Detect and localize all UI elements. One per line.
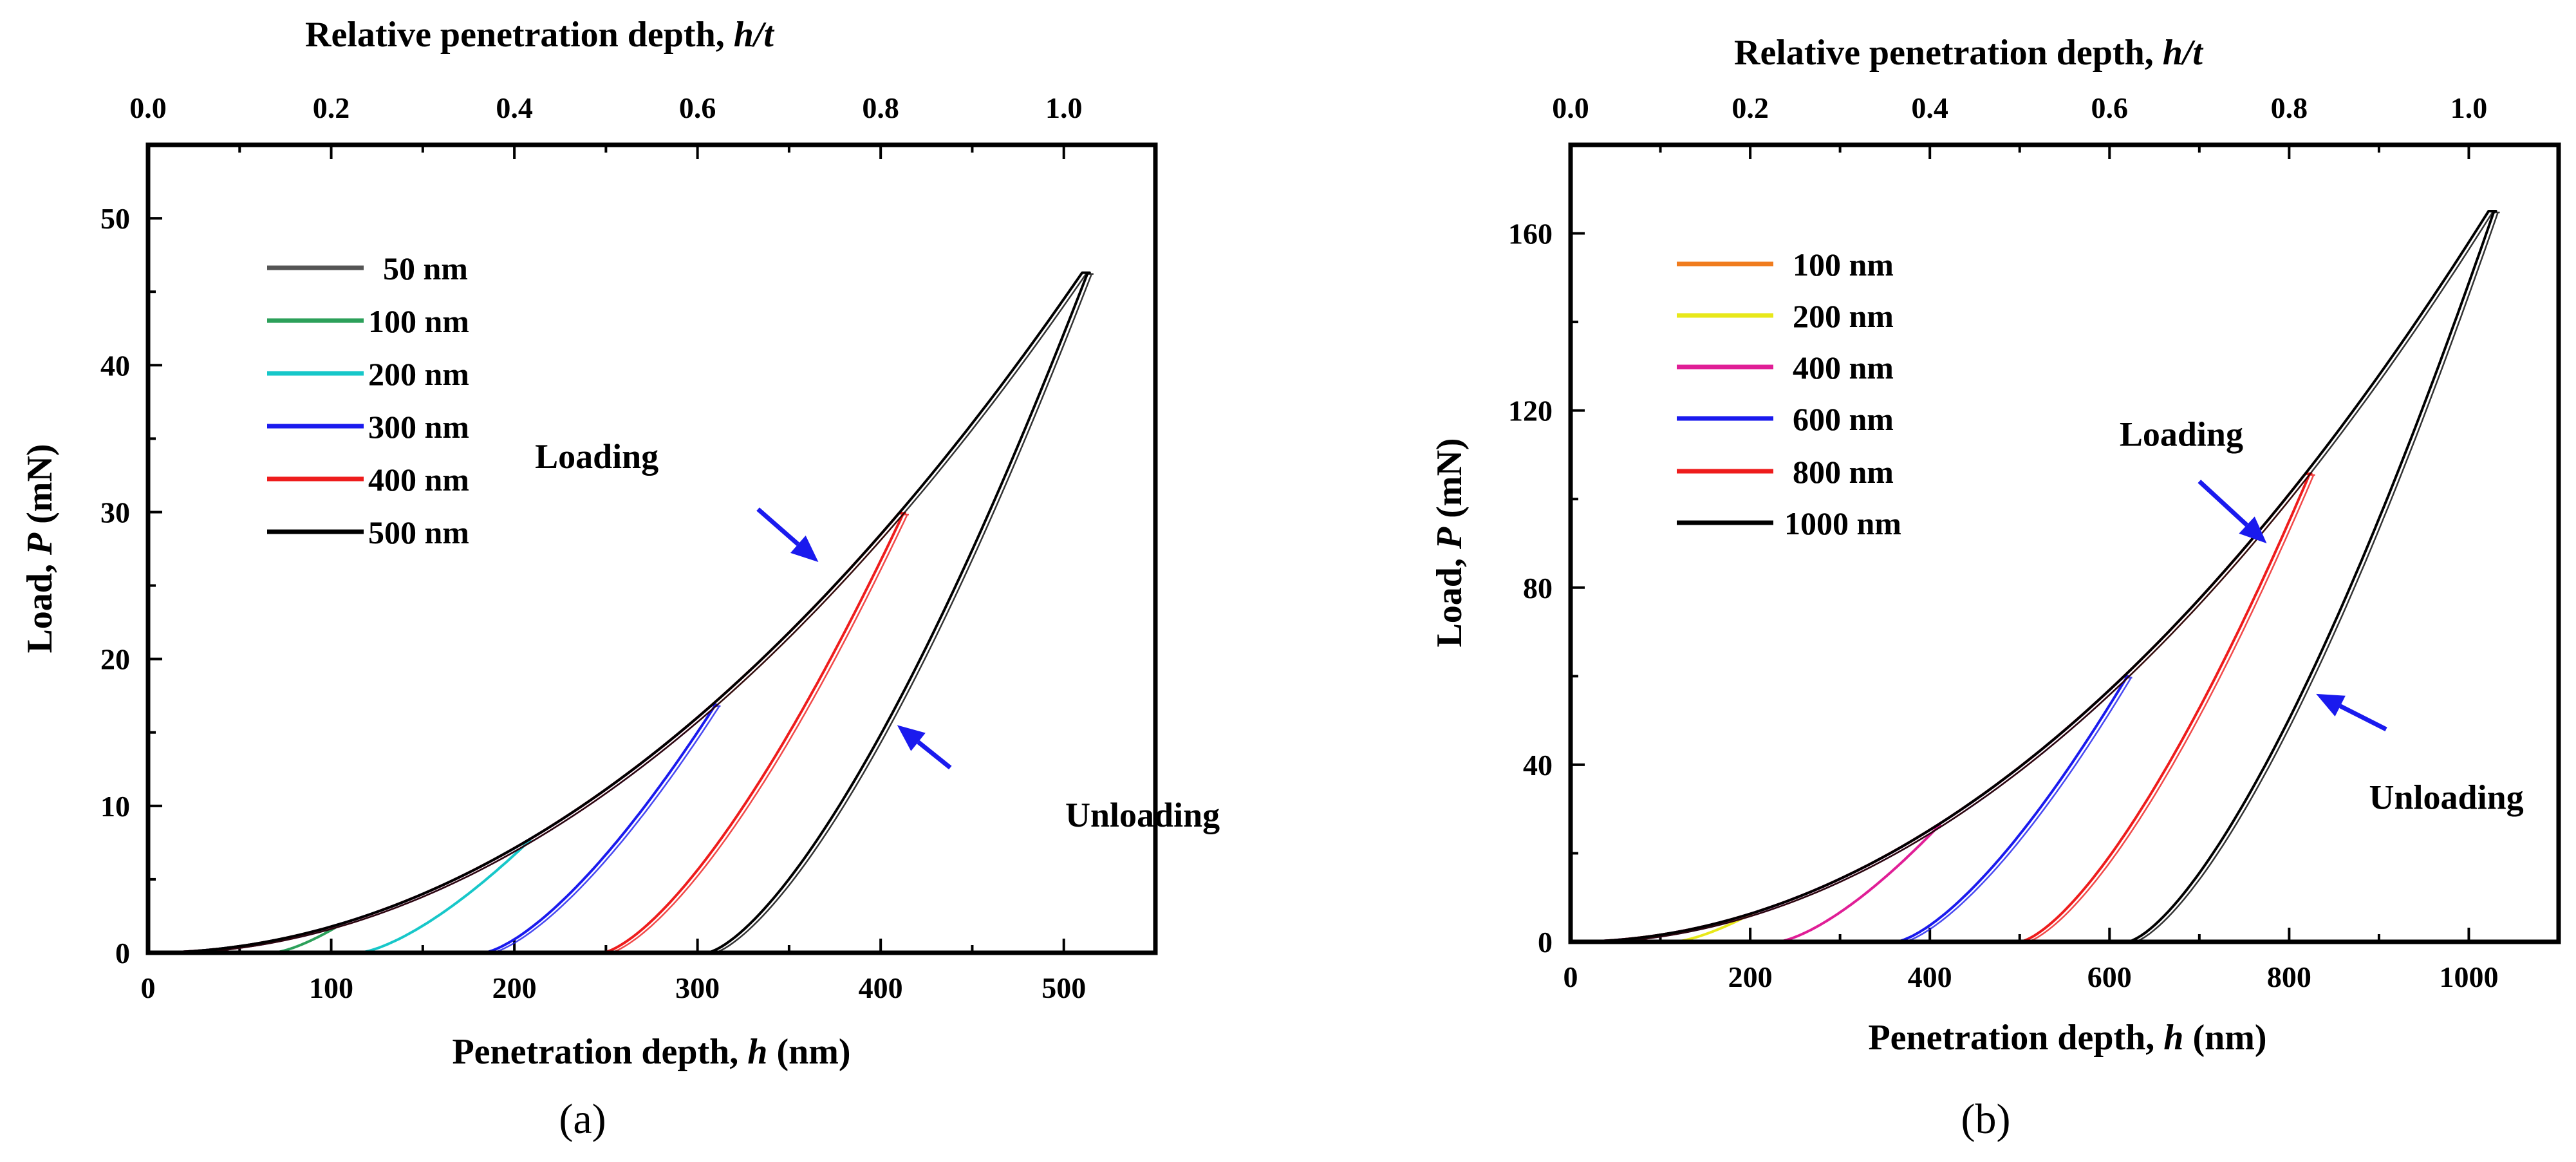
curve-500nm <box>147 271 1091 954</box>
curve-100nm <box>148 923 344 954</box>
legend-b-label-100nm: 100 nm <box>1793 247 1894 283</box>
curve-1000nm <box>1570 210 2497 943</box>
curve-400nm <box>1571 824 1941 943</box>
chart-a-top-axis-title: Relative penetration depth, h/t <box>305 15 774 55</box>
x-tick-label: 200 <box>1728 961 1773 993</box>
top-x-tick-label: 0.0 <box>129 91 167 124</box>
chart-b-x-axis-title: Penetration depth, h (nm) <box>1868 1018 2266 1058</box>
legend-a-label-400nm: 400 nm <box>368 462 469 498</box>
chart-b-top-tick-labels: 0.0 0.2 0.4 0.6 0.8 1.0 <box>1552 91 2487 124</box>
unloading-arrow <box>2316 693 2387 731</box>
x-tick-label: 100 <box>309 971 353 1004</box>
chart-a-tick-labels: 0 100 200 300 400 500 0 10 20 30 40 50 <box>100 202 1086 1004</box>
panel-label-b: (b) <box>1961 1096 2011 1143</box>
chart-b-top-axis-title: Relative penetration depth, h/t <box>1734 33 2203 73</box>
top-x-tick-label: 0.2 <box>313 91 350 124</box>
x-tick-label: 0 <box>1563 961 1578 993</box>
legend-b-label-800nm: 800 nm <box>1793 454 1894 490</box>
loading-arrow <box>2198 480 2267 543</box>
top-x-tick-label: 1.0 <box>2450 91 2488 124</box>
loading-arrow <box>756 507 819 563</box>
y-tick-label: 120 <box>1508 395 1553 427</box>
unloading-arrow <box>897 725 952 770</box>
x-tick-label: 300 <box>675 971 720 1004</box>
legend-b-label-600nm: 600 nm <box>1793 401 1894 437</box>
y-tick-label: 0 <box>1538 926 1553 959</box>
legend-b-label-400nm: 400 nm <box>1793 350 1894 386</box>
x-tick-label: 800 <box>2267 961 2311 993</box>
top-x-tick-label: 0.6 <box>679 91 716 124</box>
curve-400nm-repeat <box>151 513 909 955</box>
y-tick-label: 10 <box>100 790 130 823</box>
panel-label-a: (a) <box>559 1096 606 1143</box>
chart-a-annotation-loading: Loading <box>535 437 658 476</box>
top-x-tick-label: 1.0 <box>1045 91 1083 124</box>
legend-a-label-200nm: 200 nm <box>368 356 469 392</box>
curve-1000nm-repeat <box>1574 211 2500 944</box>
legend-a-label-300nm: 300 nm <box>368 409 469 445</box>
chart-b-y-axis-title: Load, P (mN) <box>1430 438 1470 647</box>
chart-panel-b: Relative penetration depth, h/t 0 200 400 6… <box>1430 33 2561 1143</box>
chart-b-annotation-loading: Loading <box>2120 415 2243 454</box>
y-tick-label: 20 <box>100 643 130 676</box>
chart-a-y-axis-title: Load, P (mN) <box>20 444 60 653</box>
top-x-tick-label: 0.4 <box>496 91 533 124</box>
legend-a-label-500nm: 500 nm <box>368 514 469 550</box>
chart-b-arrows <box>2198 480 2387 731</box>
y-tick-label: 80 <box>1523 572 1553 604</box>
curve-400nm <box>147 512 906 954</box>
x-tick-label: 200 <box>492 971 537 1004</box>
chart-b-legend: 100 nm 200 nm 400 nm 600 nm 800 nm 1000 … <box>1677 247 1901 541</box>
y-tick-label: 40 <box>100 349 130 382</box>
chart-b-tick-labels: 0 200 400 600 800 1000 0 40 80 120 160 <box>1508 218 2498 993</box>
y-tick-label: 50 <box>100 202 130 235</box>
y-tick-label: 40 <box>1523 749 1553 782</box>
chart-a-legend: 50 nm 100 nm 200 nm 300 nm 400 nm 500 nm <box>267 250 469 550</box>
legend-a-label-100nm: 100 nm <box>368 303 469 339</box>
y-tick-label: 30 <box>100 496 130 529</box>
legend-a-label-50nm: 50 nm <box>383 250 468 286</box>
chart-b-plot-area <box>1568 142 2561 944</box>
chart-a-arrows <box>756 507 952 770</box>
y-tick-label: 160 <box>1508 218 1553 250</box>
top-x-tick-label: 0.2 <box>1731 91 1769 124</box>
top-x-tick-label: 0.0 <box>1552 91 1589 124</box>
y-tick-label: 0 <box>115 937 130 970</box>
x-tick-label: 400 <box>1908 961 1952 993</box>
curve-500nm-repeat <box>151 273 1094 955</box>
chart-a-curves <box>147 271 1094 955</box>
chart-b-annotation-unloading: Unloading <box>2369 778 2524 817</box>
x-tick-label: 400 <box>859 971 903 1004</box>
legend-b-label-200nm: 200 nm <box>1793 298 1894 334</box>
chart-panel-a: Relative penetration depth, h/t 0 100 200 3… <box>20 15 1220 1143</box>
top-x-tick-label: 0.4 <box>1911 91 1948 124</box>
x-tick-label: 500 <box>1041 971 1086 1004</box>
chart-a-annotation-unloading: Unloading <box>1065 796 1220 834</box>
top-x-tick-label: 0.6 <box>2091 91 2129 124</box>
top-x-tick-label: 0.8 <box>862 91 899 124</box>
x-tick-label: 600 <box>2087 961 2132 993</box>
chart-a-plot-area <box>145 142 1158 955</box>
legend-b-label-1000nm: 1000 nm <box>1784 505 1901 541</box>
x-tick-label: 1000 <box>2439 961 2498 993</box>
curve-200nm <box>148 839 532 954</box>
chart-a-top-tick-labels: 0.0 0.2 0.4 0.6 0.8 1.0 <box>129 91 1082 124</box>
x-tick-label: 0 <box>141 971 156 1004</box>
chart-b-curves <box>1570 210 2500 944</box>
top-x-tick-label: 0.8 <box>2271 91 2308 124</box>
chart-a-x-axis-title: Penetration depth, h (nm) <box>452 1032 850 1072</box>
